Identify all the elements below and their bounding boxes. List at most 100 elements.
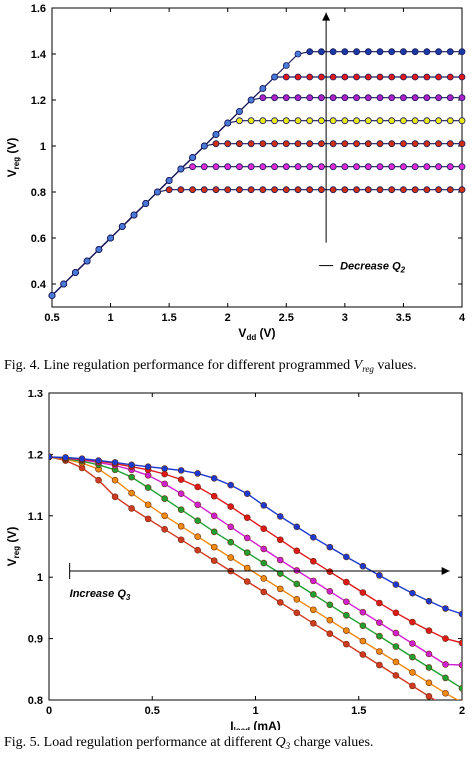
series-point bbox=[341, 94, 349, 102]
caption-variable: V bbox=[353, 358, 363, 373]
series-point bbox=[282, 62, 290, 69]
y-tick-label: 0.4 bbox=[31, 279, 47, 291]
x-tick-label: 0 bbox=[46, 705, 52, 717]
caption-variable: Q bbox=[275, 735, 286, 750]
y-tick-label: 0.8 bbox=[28, 695, 43, 707]
y-axis-label: Vreg (V) bbox=[5, 138, 21, 178]
series-point bbox=[224, 186, 232, 194]
series-point bbox=[388, 163, 396, 171]
series-point bbox=[78, 455, 86, 462]
series-point bbox=[282, 186, 290, 194]
series-point bbox=[260, 545, 268, 553]
series-point bbox=[329, 73, 337, 81]
series-point bbox=[294, 117, 302, 125]
x-tick-label: 2.5 bbox=[279, 312, 294, 324]
series-point bbox=[294, 140, 302, 148]
series-point bbox=[326, 568, 334, 575]
series-point bbox=[442, 635, 449, 642]
series-point bbox=[177, 536, 185, 544]
series-point bbox=[376, 140, 384, 148]
series-point bbox=[224, 119, 232, 127]
y-tick-label: 0.8 bbox=[31, 187, 46, 199]
series-point bbox=[260, 502, 268, 509]
series-point bbox=[260, 575, 268, 582]
series-point bbox=[341, 163, 349, 171]
series-point bbox=[435, 140, 442, 148]
series-point bbox=[458, 48, 466, 56]
y-tick-label: 0.9 bbox=[28, 634, 43, 646]
series-point bbox=[364, 94, 372, 102]
series-point bbox=[446, 73, 454, 81]
series-point bbox=[227, 523, 235, 531]
series-point bbox=[376, 117, 384, 125]
y-tick-label: 1.4 bbox=[31, 49, 47, 61]
series-point bbox=[341, 186, 349, 194]
series-point bbox=[293, 580, 301, 588]
series-point bbox=[306, 140, 314, 148]
caption-variable-sub: reg bbox=[362, 364, 374, 374]
series-point bbox=[306, 117, 314, 125]
y-tick-label: 0.6 bbox=[31, 233, 46, 245]
series-point bbox=[177, 522, 185, 530]
series-point bbox=[95, 246, 103, 253]
series-point bbox=[177, 506, 185, 513]
series-point bbox=[446, 117, 454, 125]
series-point bbox=[425, 664, 433, 671]
series-point bbox=[329, 117, 337, 125]
series-point bbox=[165, 186, 173, 194]
series-point bbox=[343, 611, 350, 619]
series-point bbox=[118, 223, 126, 230]
x-tick-label: 1 bbox=[108, 312, 114, 324]
series-point bbox=[442, 674, 449, 682]
series-point bbox=[306, 163, 314, 171]
series-point bbox=[411, 186, 419, 194]
series-point bbox=[194, 470, 201, 477]
series-point bbox=[376, 48, 384, 56]
series-point bbox=[200, 163, 208, 171]
series-point bbox=[400, 163, 407, 171]
series-point bbox=[271, 140, 278, 148]
series-point bbox=[376, 73, 384, 81]
series-point bbox=[224, 140, 232, 148]
series-point bbox=[343, 578, 350, 586]
x-tick-label: 3.5 bbox=[396, 312, 411, 324]
series-point bbox=[326, 543, 334, 551]
series-point bbox=[359, 651, 367, 658]
series-point bbox=[442, 704, 448, 710]
series-point bbox=[353, 140, 360, 148]
series-point bbox=[458, 94, 466, 102]
series-point bbox=[294, 73, 302, 81]
series-point bbox=[442, 661, 449, 668]
series-point bbox=[458, 186, 466, 194]
series-point bbox=[294, 186, 302, 194]
plot-area-frame bbox=[48, 392, 463, 701]
series-point bbox=[227, 503, 235, 510]
series-point bbox=[329, 140, 337, 148]
load-regulation-chart: 0 0.5 1 1.5 2 0.8 0.9 1 1.1 1.2 1.3 Iload (mA) Vreg … bbox=[5, 390, 465, 730]
series-point bbox=[227, 481, 235, 489]
series-point bbox=[165, 177, 173, 184]
series-point bbox=[154, 188, 161, 196]
series-point bbox=[376, 572, 383, 579]
series-point bbox=[293, 596, 301, 603]
series-point bbox=[392, 658, 400, 666]
series-point bbox=[212, 163, 220, 171]
series-point bbox=[177, 490, 185, 497]
series-point bbox=[318, 140, 325, 148]
series-point bbox=[259, 186, 267, 194]
series-point bbox=[210, 557, 218, 564]
series-point bbox=[458, 639, 462, 647]
y-tick-label: 1.6 bbox=[31, 3, 46, 15]
series-point bbox=[409, 682, 416, 690]
x-axis-label: Vdd (V) bbox=[238, 326, 275, 342]
series-point bbox=[236, 186, 243, 194]
series-point bbox=[111, 459, 119, 466]
series-point bbox=[236, 140, 243, 148]
series-point bbox=[400, 186, 407, 194]
series-point bbox=[392, 581, 400, 588]
series-point bbox=[210, 512, 218, 520]
series-point bbox=[376, 94, 384, 102]
series-point bbox=[400, 117, 407, 125]
series-point bbox=[177, 186, 185, 194]
series-point bbox=[259, 85, 267, 92]
